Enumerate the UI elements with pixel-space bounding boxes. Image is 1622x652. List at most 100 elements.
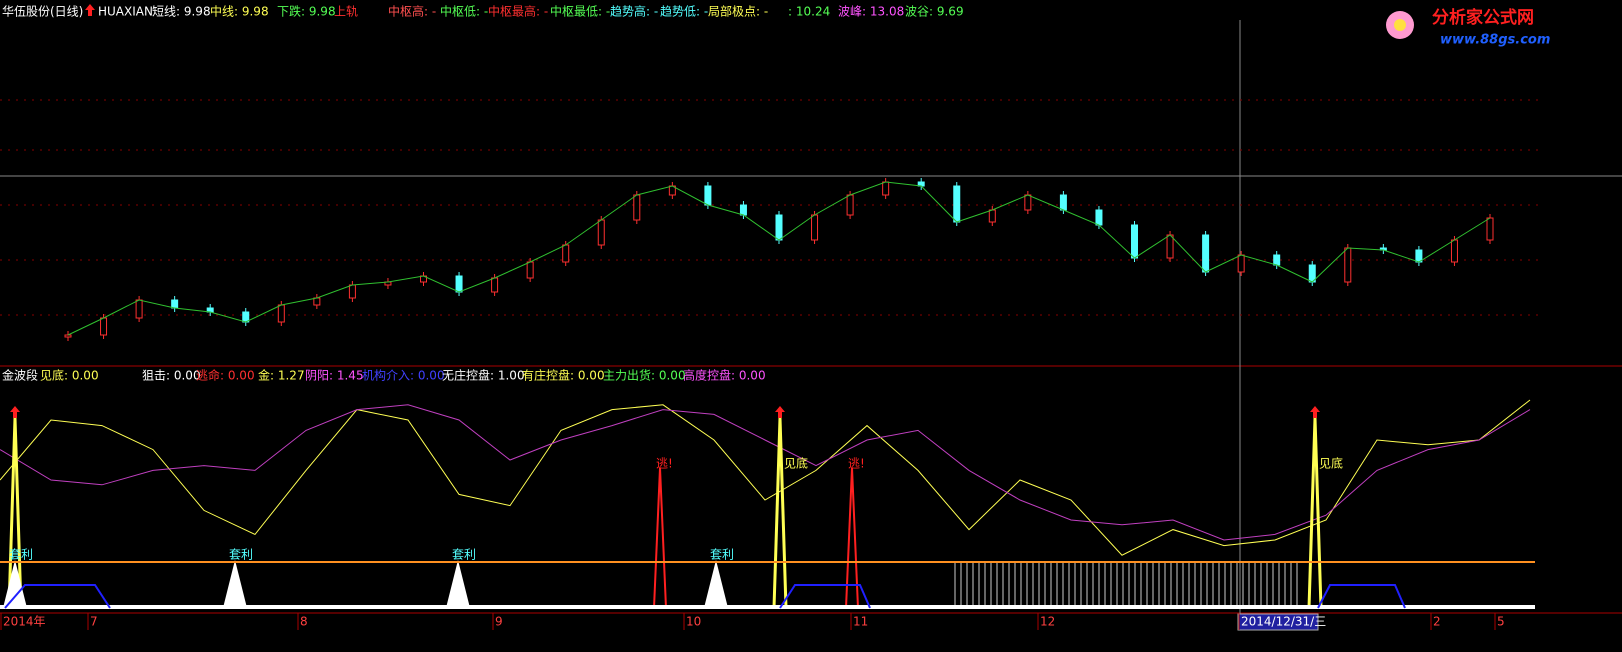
- candle: [846, 194, 854, 216]
- date-label: 2014/12/31/三: [1241, 615, 1326, 629]
- indicator-item: 见底: 0.00: [40, 368, 99, 383]
- candle: [597, 219, 605, 246]
- header-item: 中枢最高: -: [488, 4, 548, 19]
- date-label: 12: [1040, 615, 1055, 629]
- date-label: 11: [853, 615, 868, 629]
- date-label: 9: [495, 615, 503, 629]
- indicator-item: 逃命: 0.00: [196, 368, 255, 383]
- candle: [739, 204, 747, 216]
- candle: [704, 185, 712, 206]
- header-item: 上轨: [334, 5, 358, 19]
- spike-arrow: [10, 406, 20, 418]
- date-label: 2014年: [3, 615, 46, 629]
- arbitrage-label: 套利: [229, 548, 253, 562]
- candle: [1202, 234, 1210, 273]
- candle: [1024, 194, 1032, 211]
- header-item: 华伍股份(日线): [2, 5, 83, 19]
- candle: [1131, 224, 1138, 259]
- date-axis: 2014年 7 8 9 10 11 12 2014/12/31/三 2 5: [0, 613, 1505, 630]
- indicator-item: 金: 1.27: [258, 368, 305, 383]
- header-item: 短线: 9.98: [152, 5, 211, 19]
- candle: [1486, 217, 1494, 241]
- header-item: 中枢最低: -: [550, 4, 610, 19]
- candle: [135, 299, 143, 319]
- guides: [0, 99, 1540, 316]
- header-item: 波峰: 13.08: [838, 5, 904, 19]
- candle: [988, 209, 996, 223]
- candle: [277, 304, 285, 323]
- logo: 分析家公式网 www.88gs.com: [1386, 7, 1550, 48]
- candle: [633, 194, 641, 221]
- arbitrage-label: 套利: [9, 548, 33, 562]
- candle: [348, 284, 356, 299]
- logo-url: www.88gs.com: [1440, 33, 1550, 48]
- indicator-item: 机构介入: 0.00: [362, 368, 445, 383]
- bottom-label: 见底: [784, 456, 808, 471]
- escape-label: 逃!: [656, 457, 673, 471]
- header-item: 趋势低: -: [660, 5, 708, 19]
- date-label: 5: [1497, 615, 1505, 629]
- candle: [953, 185, 961, 223]
- price-panel: [64, 178, 1494, 341]
- arbitrage-peak: [446, 560, 470, 608]
- candle: [526, 261, 534, 279]
- candle: [64, 334, 72, 338]
- candle: [1344, 247, 1352, 283]
- date-label: 10: [686, 615, 701, 629]
- candle: [1166, 234, 1174, 259]
- indicator-item: 高度控盘: 0.00: [683, 368, 766, 383]
- candle: [491, 277, 499, 293]
- header-item: 趋势高: -: [610, 4, 658, 19]
- up-arrow-icon: [85, 4, 95, 16]
- date-cursor: [1237, 613, 1319, 631]
- indicator-item: 阴阳: 1.45: [305, 369, 364, 383]
- arbitrage-peak: [704, 560, 728, 608]
- candle: [882, 181, 890, 196]
- arbitrage-label: 套利: [452, 548, 476, 562]
- header: 华伍股份(日线) HUAXIAN 短线: 9.98 中线: 9.98 下跌: 9.98上…: [2, 4, 964, 19]
- header-item: 中枢高: -: [388, 4, 436, 19]
- arbitrage-label: 套利: [710, 548, 734, 562]
- candle: [171, 299, 179, 309]
- candle: [100, 317, 108, 336]
- date-label: 8: [300, 615, 308, 629]
- candle: [1273, 254, 1281, 266]
- header-item: : 10.24: [788, 5, 830, 19]
- arbitrage-peak: [3, 560, 27, 608]
- candle: [1450, 239, 1458, 263]
- candle: [811, 214, 819, 241]
- header-item: 中枢低: -: [440, 4, 488, 19]
- candle: [1059, 194, 1067, 211]
- indicator-item: 有庄控盘: 0.00: [522, 368, 605, 383]
- bottom-label: 见底: [1319, 456, 1343, 471]
- spike-arrow: [1310, 406, 1320, 418]
- logo-center: [1394, 19, 1406, 31]
- header-item: 局部极点: -: [708, 4, 768, 19]
- arbitrage-peak: [223, 560, 247, 608]
- indicator-item: 狙击: 0.00: [142, 369, 201, 383]
- oscillator-line: [0, 399, 1531, 556]
- date-label: 2: [1433, 615, 1441, 629]
- indicator-item: 主力出货: 0.00: [603, 368, 686, 383]
- close-line: [67, 181, 1491, 336]
- header-item: 波谷: 9.69: [905, 5, 964, 19]
- logo-title: 分析家公式网: [1432, 7, 1534, 28]
- candle: [562, 244, 570, 263]
- header-item: 中线: 9.98: [210, 4, 269, 19]
- date-label: 7: [90, 615, 98, 629]
- escape-label: 逃!: [848, 457, 865, 471]
- candle: [455, 275, 463, 293]
- indicator-item: 无庄控盘: 1.00: [442, 368, 525, 383]
- indicator-item: 金波段: [2, 368, 38, 383]
- oscillator-line: [0, 404, 1531, 541]
- spike-arrow: [775, 406, 785, 418]
- blue-band: [4, 584, 1406, 609]
- header-item: 下跌: 9.98: [277, 4, 336, 19]
- candle: [775, 214, 783, 241]
- candle: [313, 297, 321, 306]
- candle: [1237, 254, 1245, 273]
- header-item: HUAXIAN: [98, 5, 153, 19]
